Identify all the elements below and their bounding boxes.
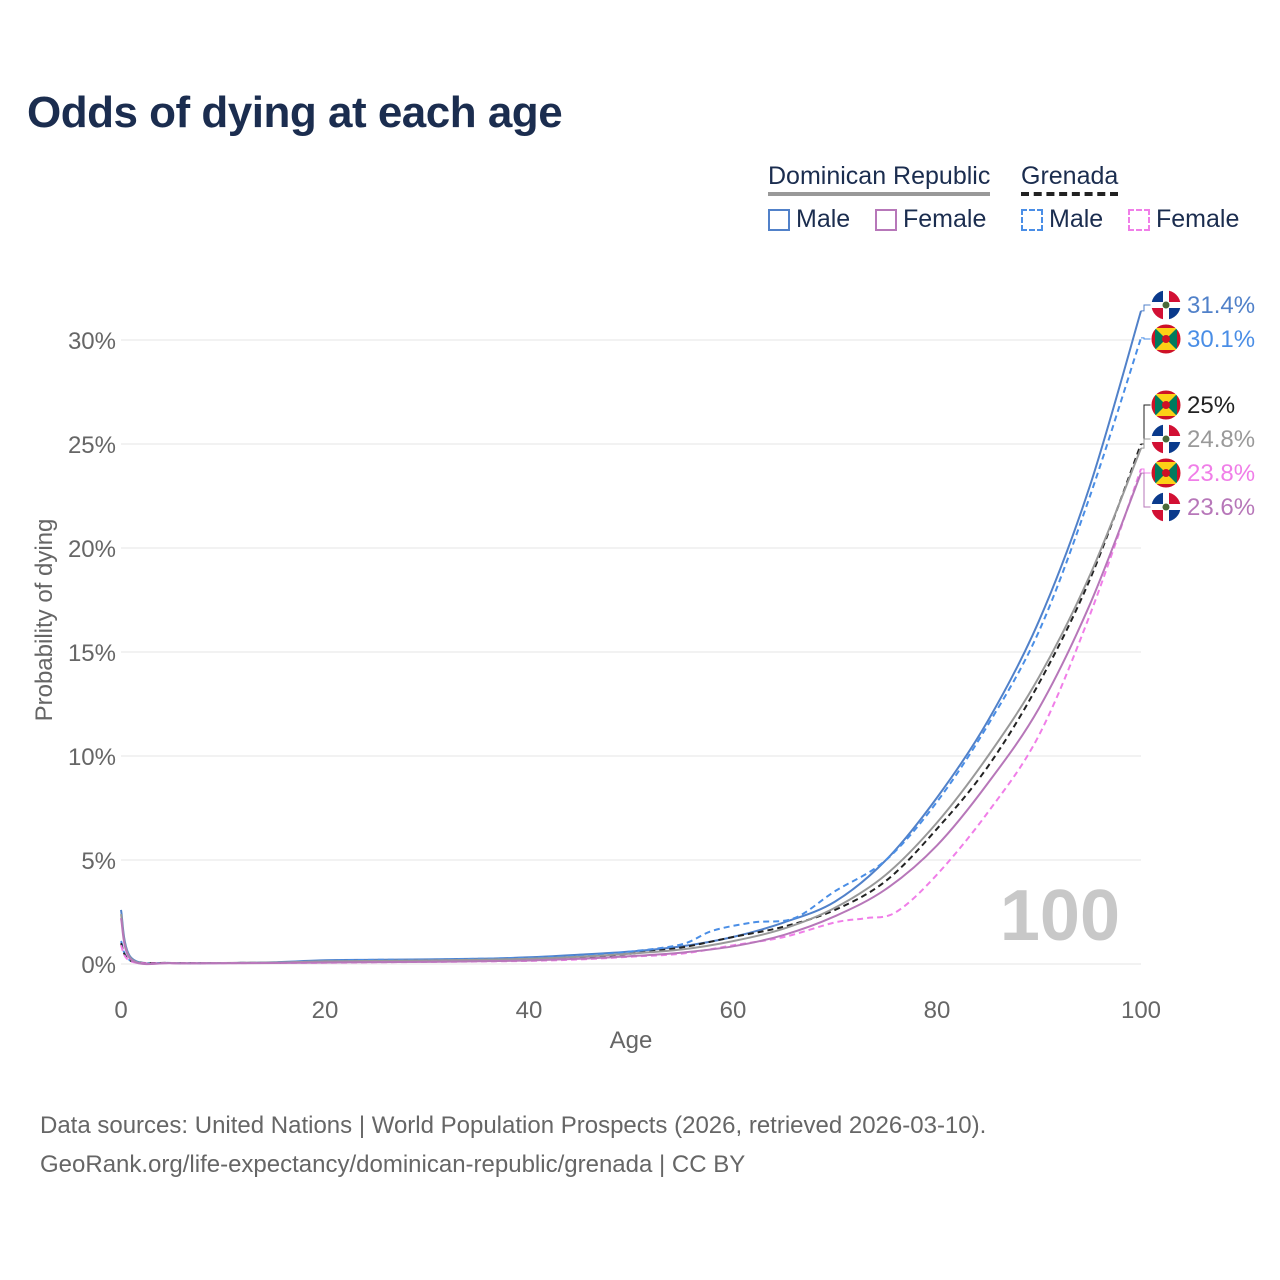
flag-triangle: [1155, 462, 1166, 484]
series-line: [120, 443, 1142, 965]
flag-body: [1151, 390, 1181, 420]
y-tick-label: 25%: [68, 432, 116, 459]
legend-item-grd-female[interactable]: Female: [1128, 205, 1239, 234]
legend-label: Male: [1049, 205, 1104, 233]
flag-center: [1162, 401, 1170, 409]
flag-triangle: [1166, 462, 1177, 484]
flag-triangle: [1166, 328, 1177, 350]
y-axis-label: Probability of dying: [31, 519, 58, 722]
legend-group-line: [1021, 192, 1119, 196]
dominican-republic-flag-icon: [1150, 289, 1182, 321]
x-tick-label: 40: [516, 997, 543, 1024]
x-tick-label: 20: [312, 997, 339, 1024]
flag-outline: [1150, 491, 1182, 523]
y-tick-label: 20%: [68, 536, 116, 563]
flag-body: [1151, 324, 1181, 354]
grenada-flag-icon: [1150, 323, 1182, 355]
series-line: [120, 447, 1142, 965]
flag-emblem: [1162, 503, 1170, 511]
legend-label: Female: [1156, 205, 1240, 233]
flag-triangle: [1166, 394, 1177, 416]
flag-outline: [1150, 457, 1182, 489]
y-tick-label: 30%: [68, 328, 116, 355]
flag-outline: [1150, 289, 1182, 321]
sources: Data sources: United Nations | World Pop…: [40, 1106, 986, 1184]
legend-group-grenada: Grenada: [1021, 162, 1119, 196]
grenada-flag-icon: [1150, 457, 1182, 489]
legend-group-dominican-republic: Dominican Republic: [768, 162, 991, 196]
flag-triangle: [1155, 394, 1166, 416]
chart-svg: 0% 5% 10% 15% 20% 25% 30% 0 20 40 60 80 100 100 31.…: [31, 289, 1255, 1054]
flag-center: [1162, 335, 1170, 343]
end-value-label: 25%: [1187, 392, 1235, 419]
legend-swatch: [768, 208, 790, 231]
flag-outline: [1150, 323, 1182, 355]
legend-swatch: [1128, 208, 1150, 231]
legend-group-line: [768, 192, 991, 196]
x-tick-label: 100: [1121, 997, 1161, 1024]
end-label-connector: [1141, 438, 1151, 449]
end-label-connector: [1141, 304, 1151, 312]
end-value-label: 23.8%: [1187, 460, 1255, 487]
series-line: [120, 468, 1142, 965]
y-axis-ticks: 0% 5% 10% 15% 20% 25% 30%: [68, 328, 116, 979]
flag-body: [1151, 458, 1181, 488]
y-tick-label: 5%: [81, 848, 116, 875]
flag-emblem: [1162, 301, 1170, 309]
grid: [121, 339, 1141, 965]
end-labels: 31.4% 30.1% 25% 24.8% 23.8% 23.6%: [1141, 289, 1255, 523]
series-lines: [120, 310, 1142, 966]
flag-emblem: [1162, 435, 1170, 443]
highlight-age-label: 100: [1000, 876, 1120, 956]
end-value-label: 31.4%: [1187, 292, 1255, 319]
series-line: [120, 472, 1142, 966]
dominican-republic-flag-icon: [1150, 423, 1182, 455]
x-axis-label: Age: [610, 1027, 653, 1054]
x-tick-label: 0: [114, 997, 127, 1024]
legend-label: Male: [796, 205, 851, 233]
dominican-republic-flag-icon: [1150, 491, 1182, 523]
end-label-connector: [1141, 472, 1151, 508]
legend-item-dr-female[interactable]: Female: [875, 205, 986, 234]
legend-group-label: Dominican Republic: [768, 162, 991, 190]
y-tick-label: 0%: [81, 952, 116, 979]
y-tick-label: 15%: [68, 640, 116, 667]
end-label-connector: [1141, 404, 1151, 445]
end-value-label: 23.6%: [1187, 494, 1255, 521]
end-value-label: 24.8%: [1187, 426, 1255, 453]
grenada-flag-icon: [1150, 389, 1182, 421]
legend-item-grd-male[interactable]: Male: [1021, 205, 1103, 234]
end-label-connector: [1141, 468, 1151, 474]
x-axis-ticks: 0 20 40 60 80 100: [114, 997, 1161, 1024]
flag-center: [1162, 469, 1170, 477]
legend-group-label: Grenada: [1021, 162, 1119, 190]
series-line: [120, 310, 1142, 965]
x-tick-label: 80: [924, 997, 951, 1024]
series-line: [120, 337, 1142, 965]
chart-title: Odds of dying at each age: [27, 88, 563, 137]
x-tick-label: 60: [720, 997, 747, 1024]
sources-line-2[interactable]: GeoRank.org/life-expectancy/dominican-re…: [40, 1151, 746, 1178]
flag-outline: [1150, 389, 1182, 421]
flag-outline: [1150, 423, 1182, 455]
legend-swatch: [1021, 208, 1043, 231]
legend-swatch: [875, 208, 897, 231]
legend-label: Female: [903, 205, 987, 233]
flag-triangle: [1155, 328, 1166, 350]
y-tick-label: 10%: [68, 744, 116, 771]
end-label-connector: [1141, 337, 1151, 340]
end-value-label: 30.1%: [1187, 326, 1255, 353]
legend-item-dr-male[interactable]: Male: [768, 205, 850, 234]
sources-line-1: Data sources: United Nations | World Pop…: [40, 1112, 987, 1139]
